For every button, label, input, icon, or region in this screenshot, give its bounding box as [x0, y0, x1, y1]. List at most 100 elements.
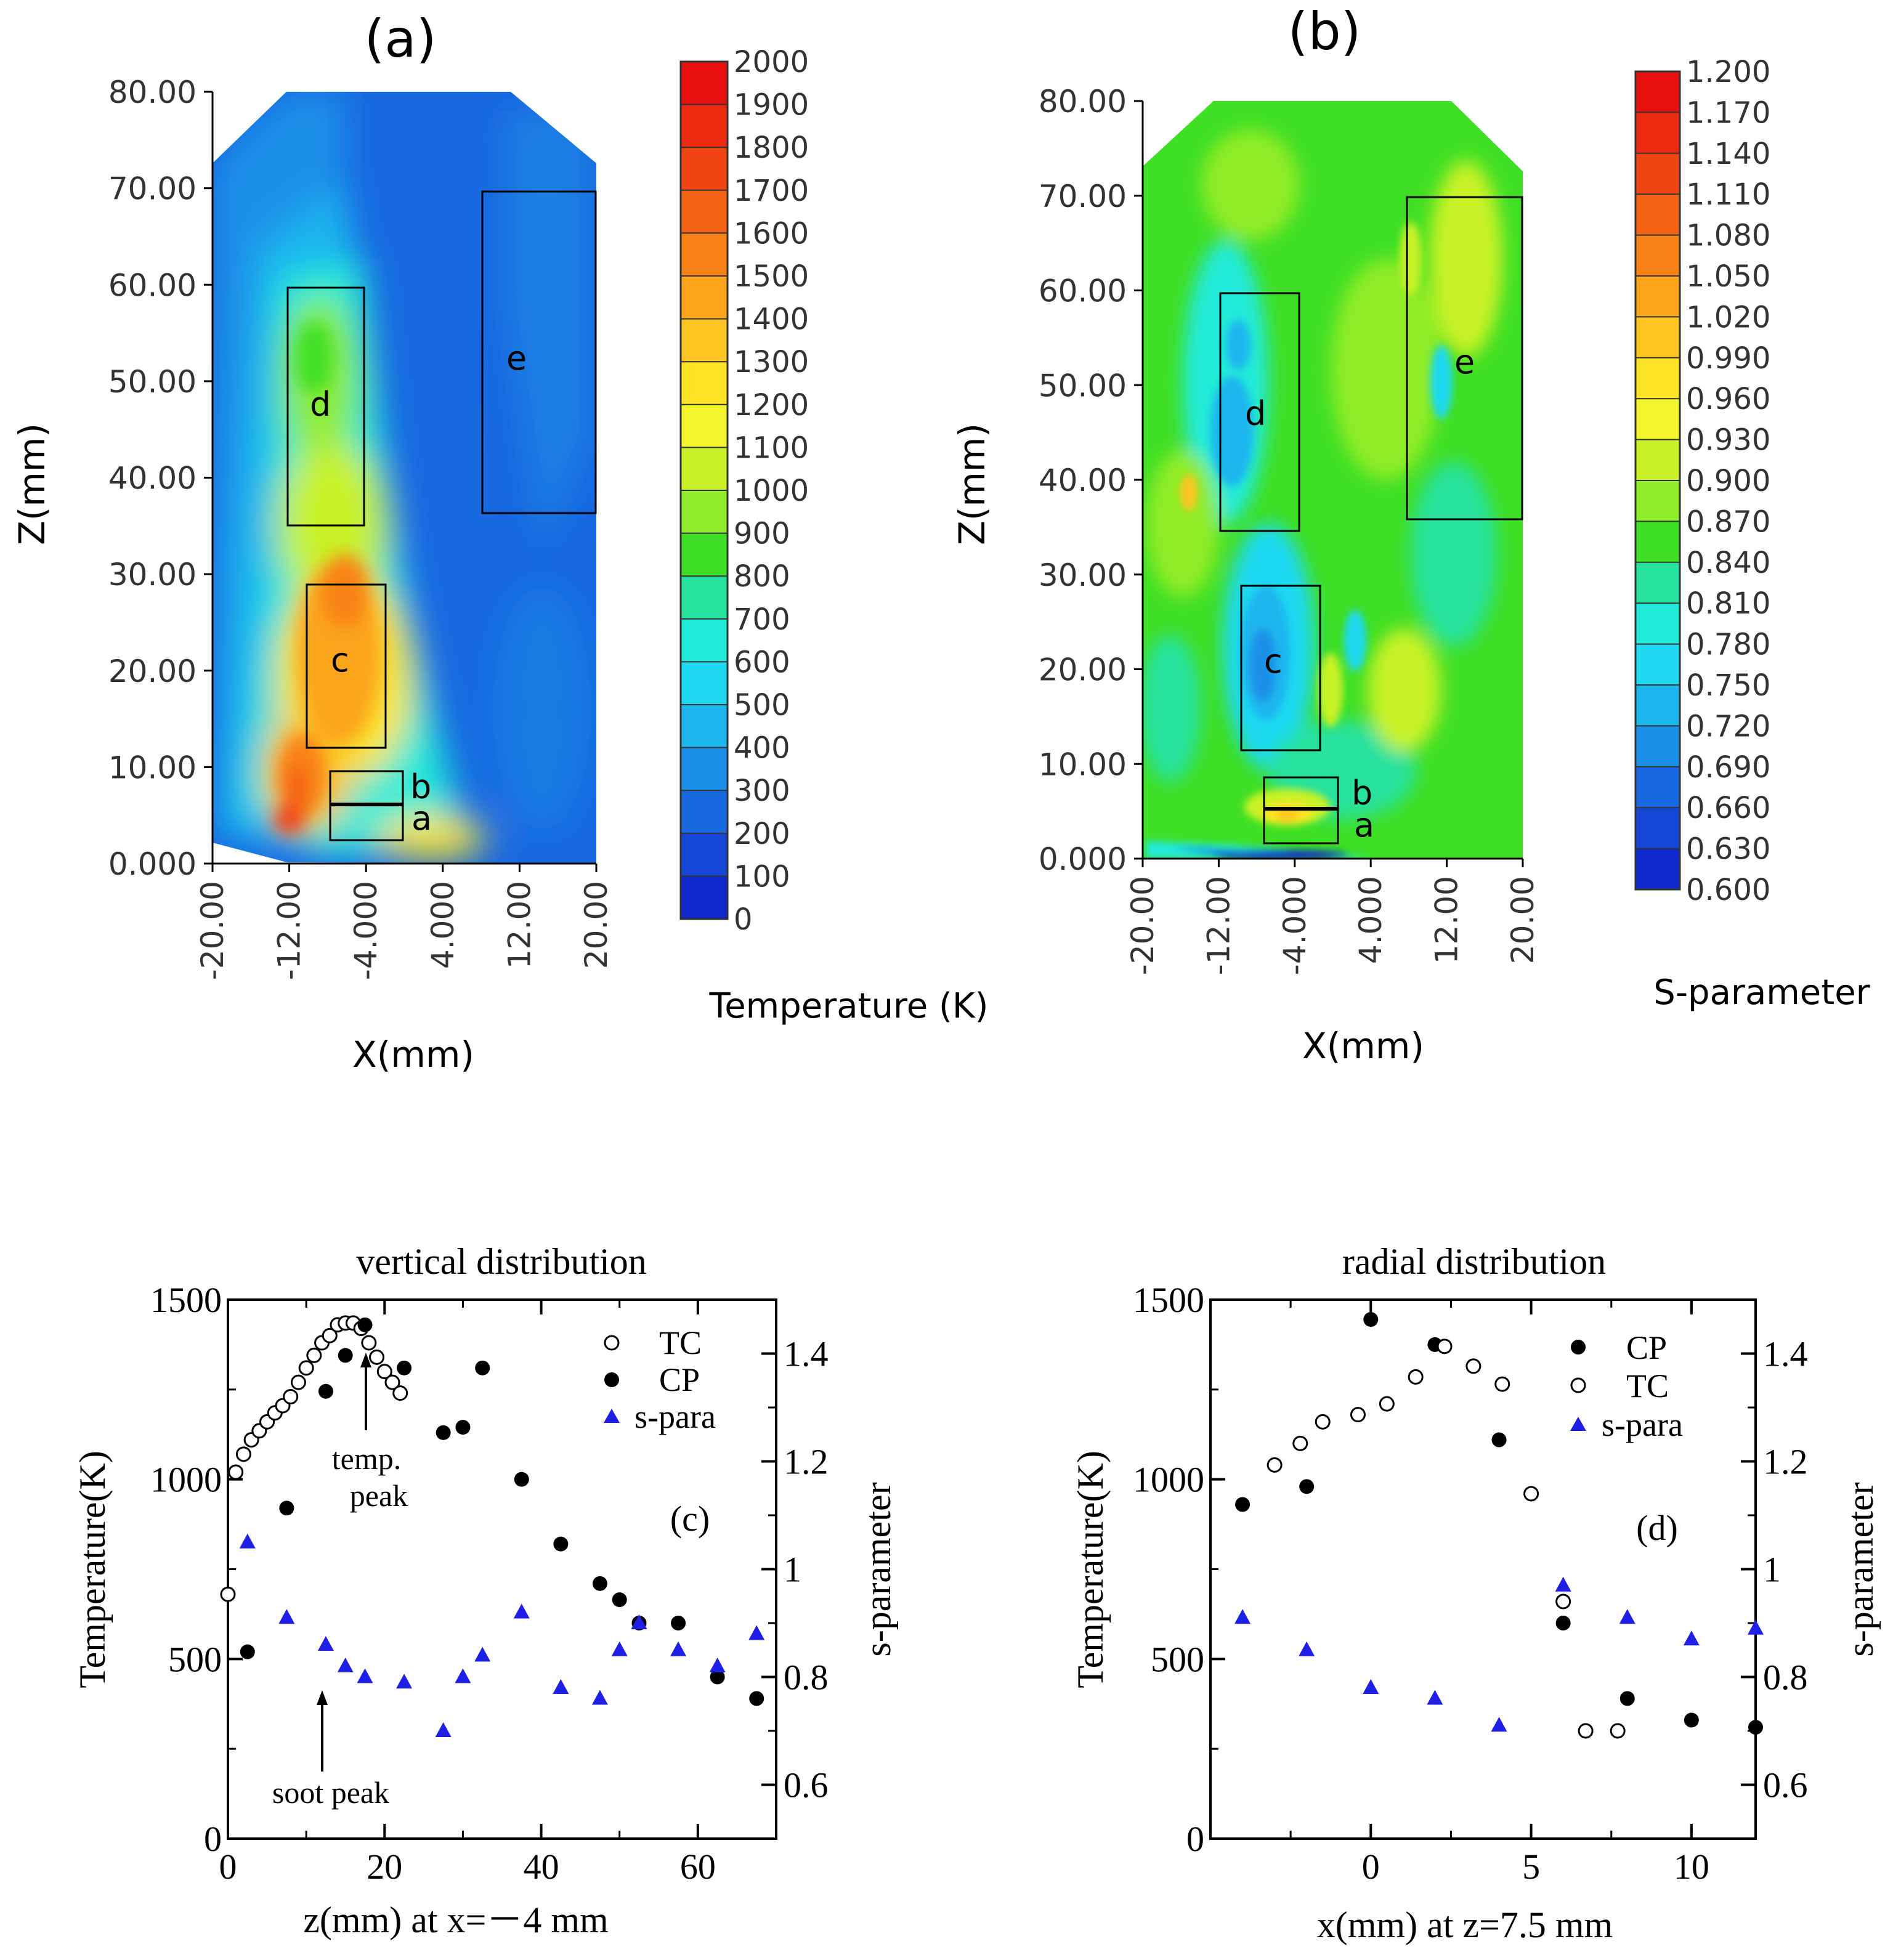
panel-b-colorbar-swatch — [1636, 71, 1680, 113]
panel-b-colorbar-swatch — [1636, 644, 1680, 686]
panel-a-colorbar-swatch — [681, 318, 728, 362]
panel-b-box-c — [1240, 585, 1321, 751]
c-point-cp — [279, 1500, 294, 1516]
panel-d-title: radial distribution — [1342, 1241, 1606, 1282]
panel-b-colorbar-label: 0.960 — [1686, 382, 1770, 416]
panel-a-colorbar-swatch — [681, 876, 728, 920]
panel-b-xtick-label: 4.000 — [1353, 876, 1388, 964]
c-point-cp — [553, 1536, 569, 1552]
d-point-s-para — [1619, 1609, 1636, 1624]
panel-b-colorbar-label: 0.690 — [1686, 750, 1770, 785]
panel-a-ytick-label: 80.00 — [108, 75, 197, 110]
panel-d-x-axis-label: x(mm) at z=7.5 mm — [1317, 1905, 1613, 1945]
c-point-s-para — [709, 1658, 726, 1672]
panel-d-legend-cp-marker — [1571, 1340, 1586, 1355]
panel-a-colorbar-swatch — [681, 833, 728, 877]
c-point-tc — [376, 1364, 392, 1380]
d-ytick-label: 500 — [1151, 1639, 1204, 1679]
panel-c-y-axis-label: Temperature(K) — [72, 1451, 113, 1688]
panel-a-colorbar-label: 1300 — [734, 345, 809, 379]
panel-b-region-c: c — [1264, 642, 1283, 681]
panel-a-ytick-label: 40.00 — [108, 461, 197, 496]
panel-b-contour-map — [1143, 101, 1523, 859]
panel-d-plot-frame — [1209, 1298, 1757, 1840]
panel-a-colorbar-swatch — [681, 533, 728, 577]
c-point-tc — [228, 1464, 244, 1480]
panel-b-y-ticks: 0.000 10.00 20.00 30.00 40.00 50.00 60.00 70.00… — [1039, 84, 1143, 877]
d-point-cp — [1363, 1312, 1379, 1327]
panel-c: vertical distribution 0 20 40 60 0 500 1000 150… — [72, 1241, 898, 1940]
panel-d-y2-axis-label: s-parameter — [1840, 1482, 1881, 1656]
panel-c-annotations: temp. peak soot peak (c) — [272, 1353, 710, 1810]
panel-a-region-c: c — [331, 641, 349, 679]
panel-b-colorbar-label: 0.750 — [1686, 668, 1770, 703]
d-point-s-para — [1748, 1619, 1764, 1635]
c-y2tick-label: 1 — [784, 1550, 801, 1590]
panel-b-ytick-label: 70.00 — [1039, 179, 1127, 214]
d-point-s-para — [1234, 1609, 1251, 1624]
panel-a: (a) — [11, 9, 988, 1075]
c-y2tick-label: 0.6 — [784, 1765, 829, 1805]
d-point-tc — [1610, 1723, 1626, 1739]
panel-d-tag: (d) — [1636, 1508, 1678, 1548]
panel-a-colorbar-label: 1200 — [734, 388, 809, 423]
c-point-cp — [671, 1616, 686, 1630]
c-point-s-para — [455, 1668, 471, 1683]
panel-a-y-ticks: 0.000 10.00 20.00 30.00 40.00 50.00 60.00 70.00… — [108, 75, 213, 882]
panel-b-colorbar-label: 0.660 — [1686, 791, 1770, 825]
panel-a-xtick-label: 12.00 — [501, 881, 537, 969]
d-y2tick-label: 0.6 — [1763, 1765, 1808, 1805]
c-point-cp — [710, 1669, 725, 1685]
panel-d-y-axis-label: Temperature(K) — [1070, 1451, 1111, 1688]
panel-b-colorbar-swatch — [1636, 276, 1680, 317]
panel-a-colorbar-label: 1900 — [734, 88, 809, 123]
panel-b-colorbar-label: 0.720 — [1686, 709, 1770, 743]
c-xtick-label: 40 — [524, 1847, 559, 1887]
panel-a-colorbar-label: 600 — [734, 645, 790, 679]
panel-b-colorbar: 1.200 1.170 1.140 1.110 1.080 1.050 1.020 0.990… — [1634, 55, 1770, 907]
panel-a-colorbar-swatch — [681, 747, 728, 791]
c-point-cp — [475, 1360, 490, 1375]
d-point-s-para — [1427, 1690, 1443, 1705]
c-point-s-para — [611, 1641, 628, 1656]
d-point-s-para — [1363, 1679, 1379, 1694]
panel-a-box-e — [481, 190, 597, 514]
panel-a-colorbar-label: 300 — [734, 774, 790, 808]
panel-c-annotation-soot: soot peak — [272, 1775, 389, 1810]
panel-b-region-d: d — [1245, 394, 1266, 433]
panel-a-colorbar-label: 400 — [734, 731, 790, 766]
panel-a-xtick-label: -20.00 — [195, 881, 230, 980]
c-point-tc — [283, 1389, 299, 1404]
panel-a-colorbar-label: 1000 — [734, 474, 809, 508]
panel-b-colorbar-swatch — [1636, 685, 1680, 726]
panel-b-xtick-label: -20.00 — [1125, 876, 1161, 975]
c-point-tc — [298, 1360, 314, 1376]
panel-b-xtick-label: -12.00 — [1201, 876, 1236, 975]
panel-b-x-axis-label: X(mm) — [1302, 1025, 1424, 1067]
panel-b-colorbar-label: 0.780 — [1686, 628, 1770, 662]
panel-a-colorbar-swatch — [681, 62, 728, 105]
panel-b-colorbar-swatch — [1636, 153, 1680, 195]
panel-a-ytick-label: 20.00 — [108, 654, 197, 689]
panel-a-colorbar-label: 200 — [734, 817, 790, 851]
c-point-s-para — [670, 1641, 687, 1656]
panel-a-colorbar-swatch — [681, 618, 728, 662]
c-point-s-para — [317, 1636, 334, 1651]
panel-a-colorbar-swatch — [681, 362, 728, 405]
panel-a-region-a: a — [411, 799, 432, 838]
panel-b-colorbar-label: 0.870 — [1686, 504, 1770, 539]
panel-b-box-e — [1406, 196, 1523, 520]
c-point-cp — [338, 1348, 353, 1363]
d-point-tc — [1437, 1338, 1453, 1355]
panel-b-colorbar-label: 0.840 — [1686, 546, 1770, 580]
d-point-tc — [1494, 1376, 1510, 1392]
panel-a-box-d — [286, 286, 365, 527]
panel-b-xtick-label: -4.000 — [1277, 876, 1313, 975]
panel-a-colorbar-label: 1800 — [734, 131, 809, 165]
panel-b-region-a: a — [1354, 806, 1374, 844]
panel-d-legend-spara: s-para — [1602, 1406, 1683, 1443]
panel-a-colorbar-label: 1500 — [734, 259, 809, 294]
panel-a-colorbar-label: 800 — [734, 559, 790, 594]
panel-a-colorbar-swatch — [681, 576, 728, 620]
panel-a-label: (a) — [364, 9, 436, 69]
